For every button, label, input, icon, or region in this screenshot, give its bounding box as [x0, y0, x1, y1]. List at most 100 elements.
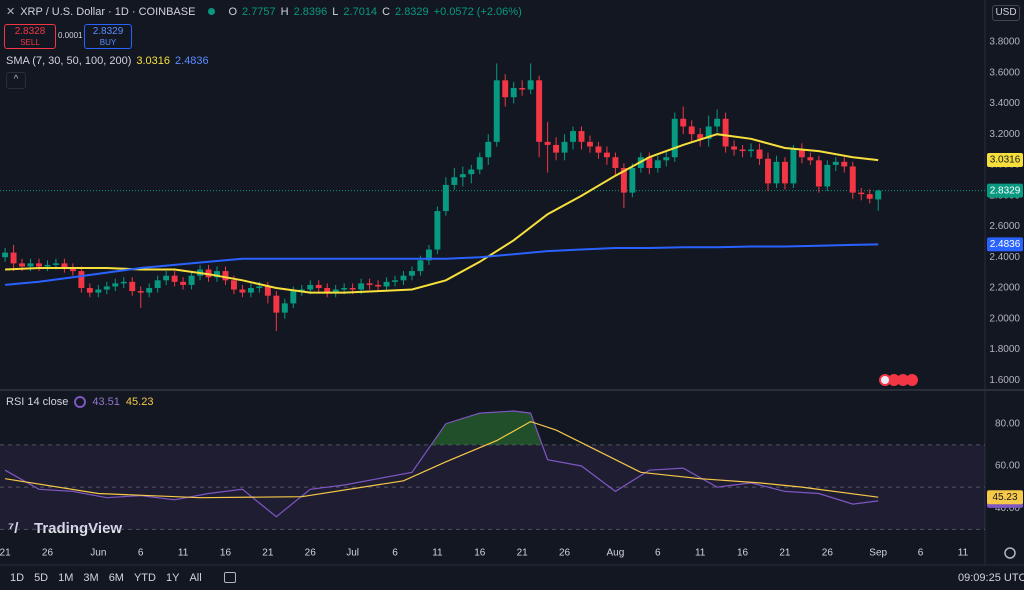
axis-badge — [987, 183, 1023, 198]
candle-body — [69, 268, 76, 272]
candle-body — [120, 281, 127, 284]
candle-body — [765, 158, 771, 184]
candle-body — [739, 149, 746, 152]
logo-icon: ⁷/ — [8, 520, 19, 537]
candle-body — [52, 263, 59, 265]
calendar-icon[interactable] — [223, 572, 236, 583]
rsi-tick-label: 40.00 — [995, 503, 1020, 514]
currency[interactable]: USD — [992, 5, 1020, 21]
candle-body — [578, 131, 585, 142]
candle-body — [476, 157, 483, 170]
candle-body — [214, 271, 220, 278]
rsi-overbought-fill — [5, 411, 879, 445]
candle-body — [163, 275, 170, 281]
close-label: C — [382, 5, 391, 18]
range-button[interactable]: 5D — [34, 572, 49, 584]
buy-button[interactable]: 2.8329 BUY — [84, 24, 132, 49]
range-button[interactable]: 1D — [10, 572, 25, 584]
y-tick-label: 3.6000 — [989, 67, 1020, 78]
candle-body — [349, 288, 356, 290]
y-tick-label: 3.4000 — [989, 98, 1020, 109]
candle-body — [264, 286, 271, 296]
rsi-label[interactable]: RSI 14 close — [6, 396, 69, 408]
y-tick-label: 3.2000 — [989, 129, 1020, 140]
sma-value: 3.0316 — [136, 55, 171, 67]
sell-button[interactable]: 2.8328 SELL — [4, 24, 56, 49]
candle-body — [19, 263, 26, 267]
candle-body — [188, 275, 195, 285]
axis-badge-label: 2.4836 — [990, 239, 1021, 250]
header: ✕ XRP / U.S. Dollar · 1D · COINBASE O 2.7… — [6, 5, 522, 19]
symbol[interactable]: XRP / U.S. Dollar · 1D · COINBASE — [20, 5, 196, 18]
range-button[interactable]: 1M — [58, 572, 74, 584]
symbol-icon: ✕ — [6, 6, 16, 18]
candle-body — [247, 288, 254, 293]
settings-icon[interactable] — [1004, 547, 1016, 559]
candle-body — [612, 157, 619, 168]
candle-body — [290, 291, 297, 304]
range-button[interactable]: 1Y — [165, 572, 180, 584]
x-tick-label: 6 — [392, 548, 398, 559]
range-button[interactable]: 6M — [108, 572, 124, 584]
x-tick-label: 21 — [517, 548, 529, 559]
range-button[interactable]: YTD — [133, 572, 156, 584]
sma-line — [5, 243, 879, 286]
candle-body — [671, 118, 678, 158]
collapse-button[interactable]: ^ — [6, 72, 26, 89]
candle-body — [544, 141, 551, 145]
y-tick-label: 2.0000 — [989, 313, 1020, 324]
candle-body — [366, 283, 373, 285]
candle-body — [773, 161, 780, 184]
candle-body — [587, 141, 593, 147]
rsi-tick-label: 60.00 — [995, 461, 1020, 472]
axis-badge-label: 45.23 — [992, 492, 1017, 503]
sma-label[interactable]: SMA (7, 30, 50, 100, 200) — [6, 55, 132, 67]
axis-badge-label: 2.8329 — [990, 185, 1021, 196]
candles — [2, 63, 882, 332]
open-value: 2.7757 — [242, 5, 276, 18]
status-dot — [208, 8, 216, 15]
x-tick-label: 21 — [779, 548, 791, 559]
x-tick-label: 26 — [559, 548, 571, 559]
candle-body — [95, 289, 102, 293]
low-label: L — [332, 5, 339, 18]
candle-body — [86, 288, 93, 293]
candle-body — [324, 288, 331, 293]
candle-body — [400, 275, 407, 281]
rsi-line — [4, 410, 879, 518]
candle-body — [663, 157, 670, 161]
x-tick-label: 11 — [958, 548, 969, 559]
open-label: O — [228, 5, 238, 18]
rsi-legend: RSI 14 close 43.51 45.23 — [6, 396, 153, 408]
candle-body — [493, 80, 500, 142]
axis-badge — [987, 237, 1023, 252]
x-tick-label: 6 — [655, 548, 661, 559]
candle-body — [129, 281, 136, 292]
high-value: 2.8396 — [293, 5, 328, 18]
candle-body — [256, 286, 263, 288]
x-tick-label: 6 — [918, 548, 924, 559]
flags — [879, 374, 918, 386]
candle-body — [798, 149, 805, 158]
x-tick-label: Aug — [607, 548, 625, 559]
x-tick-label: Sep — [869, 548, 887, 559]
candle-body — [705, 126, 712, 139]
candle-body — [553, 144, 560, 153]
candle-body — [434, 211, 441, 250]
indicator-legend: SMA (7, 30, 50, 100, 200) 3.0316 2.4836 — [6, 55, 209, 67]
candle-body — [485, 141, 492, 158]
range-button[interactable]: 3M — [83, 572, 99, 584]
buy-price: 2.8329 — [92, 26, 124, 37]
x-tick-label: 26 — [42, 548, 54, 559]
x-tick-label: 16 — [737, 548, 749, 559]
candle-body — [222, 271, 229, 281]
candle-body — [459, 174, 466, 178]
candle-body — [36, 263, 42, 267]
candle-body — [180, 281, 187, 285]
candle-body — [146, 288, 153, 293]
range-button[interactable]: All — [189, 572, 202, 584]
y-tick-label: 2.4000 — [989, 252, 1020, 263]
candle-body — [44, 264, 51, 267]
candle-body — [603, 152, 610, 158]
